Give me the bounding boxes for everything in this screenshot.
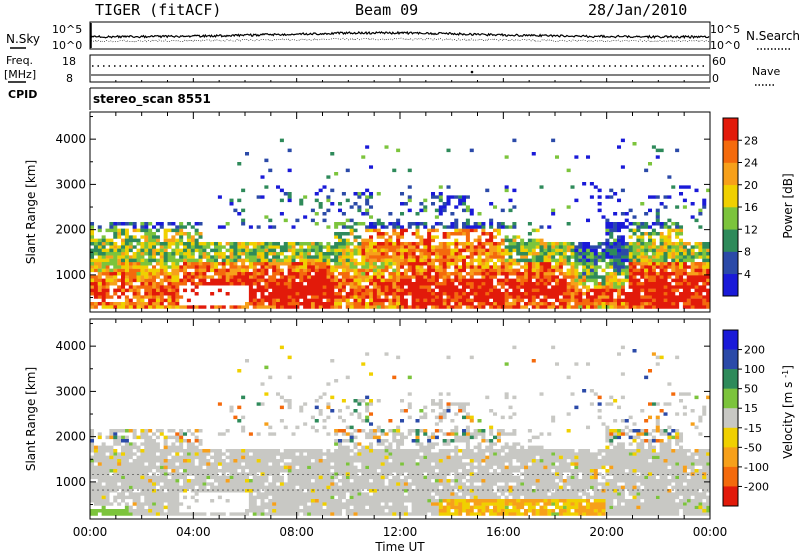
power-ytick-label: 3000 (55, 177, 86, 191)
velocity-colorbar-label-text: Velocity [m s (781, 382, 795, 459)
power-colorbar-segment (723, 184, 738, 208)
nsky-trace (90, 23, 710, 48)
nsky-label: N.Sky (6, 32, 40, 46)
power-colorbar-tick-label: 24 (744, 157, 758, 170)
velocity-colorbar-segment (723, 330, 738, 350)
velocity-unit-tail: ] (781, 365, 795, 370)
time-tick-label: 04:00 (176, 525, 211, 539)
cpid-label: CPID (8, 88, 37, 101)
freq-outlier (470, 70, 474, 74)
velocity-colorbar-tick-label: 50 (744, 383, 758, 396)
nsky-tick-bottom: 10^0 (52, 39, 82, 52)
cpid-value: stereo_scan 8551 (93, 92, 211, 107)
velocity-cells (93, 345, 711, 516)
power-ytick-label: 1000 (55, 268, 86, 282)
velocity-ytick-label: 3000 (55, 384, 86, 398)
velocity-colorbar-tick-label: 15 (744, 402, 758, 415)
power-cells (90, 138, 711, 286)
velocity-colorbar-tick-label: -15 (744, 422, 762, 435)
velocity-ytick-label: 2000 (55, 430, 86, 444)
power-colorbar-tick-label: 16 (744, 201, 758, 214)
time-tick-label: 20:00 (589, 525, 624, 539)
power-colorbar-segment (723, 229, 738, 252)
velocity-heatmap (90, 345, 711, 516)
velocity-ytick-label: 4000 (55, 339, 86, 353)
nave-tick-bottom: 0 (712, 72, 719, 85)
power-colorbar-segment (723, 162, 738, 186)
time-tick-label: 12:00 (383, 525, 418, 539)
power-colorbar-label: Power [dB] (781, 173, 795, 238)
freq-label-2: [MHz] (4, 68, 36, 81)
velocity-colorbar-tick-label: 100 (744, 363, 765, 376)
freq-label-1: Freq. (6, 54, 33, 67)
power-colorbar-tick-label: 4 (744, 268, 751, 281)
beam-label: Beam 09 (355, 1, 418, 19)
nave-tick-top: 60 (712, 55, 726, 68)
velocity-colorbar-segment (723, 369, 738, 389)
time-tick-label: 08:00 (279, 525, 314, 539)
velocity-colorbar-segment (723, 447, 738, 468)
power-colorbar-tick-label: 8 (744, 246, 751, 259)
velocity-colorbar-segment (723, 388, 738, 409)
time-axis-label: Time UT (374, 540, 425, 554)
power-colorbar-tick-label: 20 (744, 179, 758, 192)
freq-tick-bottom: 8 (66, 72, 73, 85)
velocity-ytick-label: 1000 (55, 475, 86, 489)
power-colorbar-segment (723, 251, 738, 275)
power-colorbar-tick-label: 28 (744, 134, 758, 147)
freq-tick-top: 18 (62, 55, 76, 68)
velocity-colorbar-label: Velocity [m s -1] (781, 365, 795, 459)
power-ytick-label: 4000 (55, 132, 86, 146)
velocity-colorbar-segment (723, 408, 738, 429)
date-label: 28/Jan/2010 (588, 1, 687, 19)
time-tick-label: 00:00 (693, 525, 728, 539)
power-colorbar-segment (723, 140, 738, 163)
power-colorbar-segment (723, 207, 738, 230)
nsky-panel-frame (89, 21, 711, 50)
velocity-colorbar-segment (723, 427, 738, 448)
power-ylabel: Slant Range [km] (24, 160, 38, 264)
power-colorbar-tick-label: 12 (744, 223, 758, 236)
power-colorbar-segment (723, 273, 738, 297)
power-cells (90, 228, 711, 309)
velocity-colorbar-segment (723, 349, 738, 370)
nsky-tick-top: 10^5 (52, 23, 82, 36)
nsky-line (90, 30, 710, 40)
power-ytick-label: 2000 (55, 223, 86, 237)
velocity-unit-exponent: -1 (781, 370, 790, 378)
velocity-colorbar-segment (723, 466, 738, 487)
velocity-colorbar-tick-label: -200 (744, 480, 769, 493)
velocity-colorbar-tick-label: -50 (744, 441, 762, 454)
velocity-colorbar-frame (722, 329, 739, 507)
radar-title: TIGER (fitACF) (95, 1, 221, 19)
nsearch-tick-top: 10^5 (710, 23, 740, 36)
velocity-colorbar-tick-label: 200 (744, 344, 765, 357)
nsearch-label: N.Search (746, 29, 800, 43)
time-tick-label: 00:00 (73, 525, 108, 539)
velocity-colorbar-segment (723, 486, 738, 507)
nsearch-tick-bottom: 10^0 (710, 39, 740, 52)
freq-panel-frame (89, 54, 711, 83)
nsearch-trace (90, 37, 710, 43)
velocity-colorbar-tick-label: -100 (744, 461, 769, 474)
power-heatmap (90, 138, 711, 309)
nave-label: Nave (752, 65, 780, 78)
velocity-ylabel: Slant Range [km] (24, 367, 38, 471)
time-tick-label: 16:00 (486, 525, 521, 539)
power-colorbar-segment (723, 118, 738, 141)
